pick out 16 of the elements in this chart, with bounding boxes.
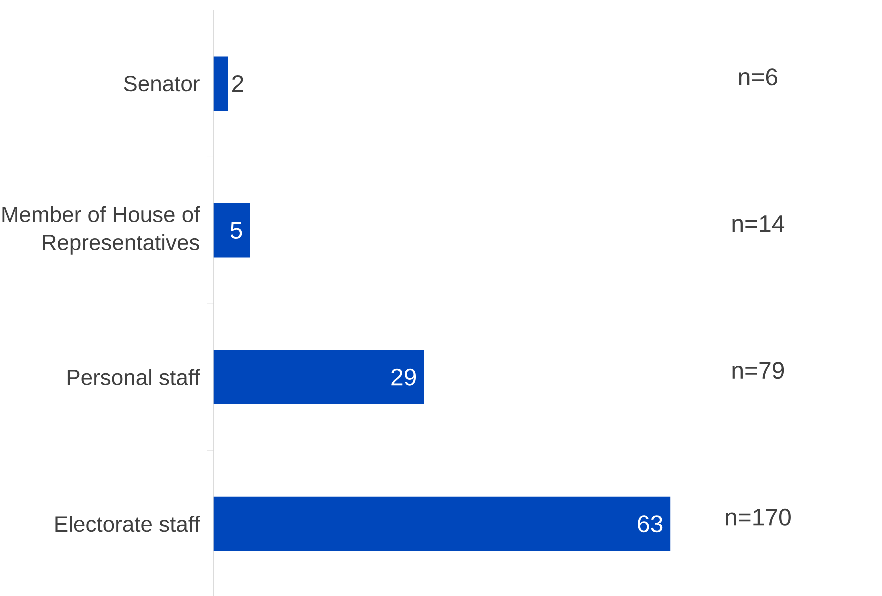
text: n=170 <box>726 508 791 526</box>
y-tick-label: Senator <box>124 76 200 92</box>
data-label: 29 <box>392 368 416 386</box>
y-tick-label: Electorate staff <box>56 516 200 532</box>
y-tick-label: Member of House of Representatives <box>2 206 200 255</box>
text: n=6 <box>739 68 778 86</box>
data-label: 2 <box>232 75 244 92</box>
data-label: 63 <box>638 516 663 533</box>
bar <box>214 496 671 552</box>
bar <box>214 350 424 404</box>
y-tick-label: Personal staff <box>68 369 200 386</box>
data-label: 5 <box>230 222 242 239</box>
bar <box>214 56 228 111</box>
text: n=79 <box>732 362 784 380</box>
bar <box>214 203 250 258</box>
text: n=14 <box>732 216 785 232</box>
